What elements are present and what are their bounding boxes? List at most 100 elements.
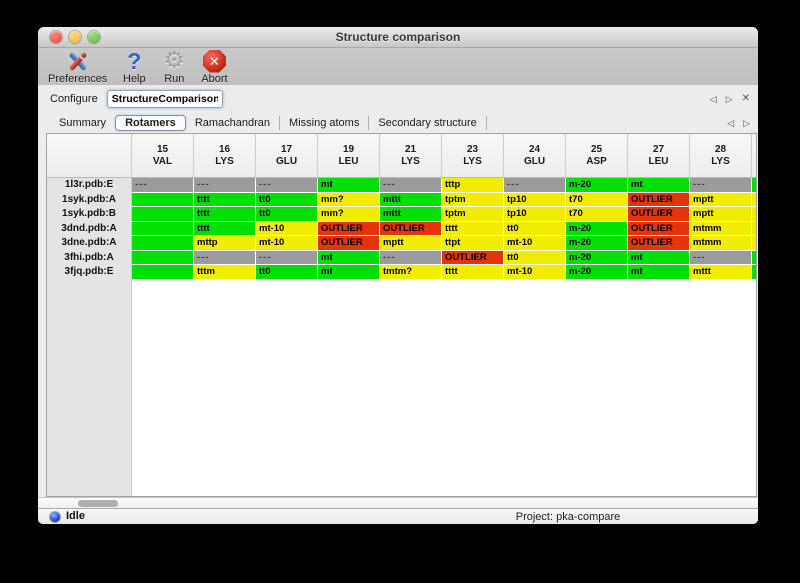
- configure-name-input[interactable]: [106, 89, 223, 108]
- rotamer-cell[interactable]: OUTLIER: [318, 221, 379, 235]
- row-label[interactable]: 3fhi.pdb:A: [47, 250, 131, 264]
- rotamer-cell[interactable]: tp10: [504, 192, 565, 206]
- rotamer-cell[interactable]: mptt: [690, 207, 751, 221]
- rotamer-cell[interactable]: [132, 250, 193, 264]
- rotamer-cell[interactable]: ---: [256, 178, 317, 192]
- rotamer-cell[interactable]: tt0: [256, 207, 317, 221]
- rotamer-cell[interactable]: m-20: [566, 250, 627, 264]
- rotamer-cell[interactable]: mt: [628, 178, 689, 192]
- rotamer-cell[interactable]: m-20: [566, 236, 627, 250]
- clipped-rotamer-cell[interactable]: [752, 265, 756, 279]
- rotamer-cell[interactable]: OUTLIER: [628, 207, 689, 221]
- rotamer-cell[interactable]: [132, 236, 193, 250]
- rotamer-cell[interactable]: tptm: [442, 207, 503, 221]
- horizontal-scrollbar[interactable]: [38, 497, 758, 508]
- rotamer-cell[interactable]: tttt: [442, 265, 503, 279]
- tabs-prev-icon[interactable]: ◁: [727, 117, 735, 128]
- rotamer-cell[interactable]: ---: [380, 178, 441, 192]
- clipped-rotamer-cell[interactable]: [752, 250, 756, 264]
- tab-rotamers[interactable]: Rotamers: [115, 114, 186, 131]
- rotamer-cell[interactable]: m-20: [566, 221, 627, 235]
- rotamer-cell[interactable]: tttt: [194, 207, 255, 221]
- rotamer-cell[interactable]: OUTLIER: [628, 221, 689, 235]
- tabs-next-icon[interactable]: ▷: [743, 117, 750, 128]
- rotamer-cell[interactable]: OUTLIER: [628, 236, 689, 250]
- rotamer-cell[interactable]: tttp: [442, 178, 503, 192]
- rotamer-cell[interactable]: mptt: [380, 236, 441, 250]
- title-bar[interactable]: Structure comparison: [38, 27, 758, 48]
- rotamer-cell[interactable]: tt0: [504, 221, 565, 235]
- rotamer-cell[interactable]: OUTLIER: [628, 192, 689, 206]
- close-window-button[interactable]: [50, 31, 62, 43]
- rotamer-cell[interactable]: mtmm: [690, 236, 751, 250]
- rotamer-cell[interactable]: mt: [318, 178, 379, 192]
- rotamer-cell[interactable]: ttpt: [442, 236, 503, 250]
- rotamer-cell[interactable]: m-20: [566, 265, 627, 279]
- rotamer-cell[interactable]: [132, 265, 193, 279]
- configure-close-icon[interactable]: ✕: [741, 92, 750, 104]
- rotamer-cell[interactable]: m-20: [566, 178, 627, 192]
- rotamer-cell[interactable]: ---: [132, 178, 193, 192]
- configure-prev-icon[interactable]: ◁: [709, 93, 717, 104]
- preferences-button[interactable]: Preferences: [48, 48, 107, 85]
- zoom-window-button[interactable]: [88, 31, 100, 43]
- rotamer-cell[interactable]: mt: [628, 265, 689, 279]
- abort-button[interactable]: ✕ Abort: [201, 48, 228, 85]
- run-button[interactable]: ⚙ Run: [161, 48, 187, 85]
- rotamer-cell[interactable]: ---: [690, 178, 751, 192]
- clipped-rotamer-cell[interactable]: [752, 178, 756, 192]
- rotamer-cell[interactable]: mttt: [690, 265, 751, 279]
- row-label[interactable]: 1syk.pdb:A: [47, 192, 131, 206]
- rotamer-cell[interactable]: ---: [380, 250, 441, 264]
- configure-next-icon[interactable]: ▷: [725, 93, 733, 104]
- clipped-rotamer-cell[interactable]: [752, 236, 756, 250]
- clipped-rotamer-cell[interactable]: [752, 192, 756, 206]
- rotamer-cell[interactable]: mttp: [194, 236, 255, 250]
- rotamer-cell[interactable]: tmtm?: [380, 265, 441, 279]
- rotamer-cell[interactable]: mt-10: [504, 265, 565, 279]
- tab-secondary-structure[interactable]: Secondary structure: [369, 115, 487, 130]
- rotamer-cell[interactable]: mt: [628, 250, 689, 264]
- row-label[interactable]: 1syk.pdb:B: [47, 207, 131, 221]
- rotamer-cell[interactable]: tttt: [194, 221, 255, 235]
- rotamer-cell[interactable]: mt-10: [256, 236, 317, 250]
- rotamer-cell[interactable]: OUTLIER: [318, 236, 379, 250]
- clipped-rotamer-cell[interactable]: [752, 207, 756, 221]
- rotamer-cell[interactable]: mt-10: [504, 236, 565, 250]
- clipped-rotamer-cell[interactable]: [752, 221, 756, 235]
- rotamer-cell[interactable]: mm?: [318, 207, 379, 221]
- rotamer-cell[interactable]: t70: [566, 192, 627, 206]
- scrollbar-thumb[interactable]: [78, 500, 118, 507]
- tab-missing-atoms[interactable]: Missing atoms: [280, 115, 370, 130]
- rotamer-cell[interactable]: tttt: [194, 192, 255, 206]
- help-button[interactable]: ? Help: [121, 48, 147, 85]
- rotamer-cell[interactable]: ---: [256, 250, 317, 264]
- rotamer-cell[interactable]: mttt: [380, 192, 441, 206]
- rotamer-cell[interactable]: OUTLIER: [442, 250, 503, 264]
- rotamer-cell[interactable]: [132, 207, 193, 221]
- rotamer-cell[interactable]: ---: [194, 250, 255, 264]
- rotamer-cell[interactable]: mptt: [690, 192, 751, 206]
- rotamer-cell[interactable]: tttt: [442, 221, 503, 235]
- rotamer-cell[interactable]: mt: [318, 250, 379, 264]
- rotamer-cell[interactable]: tptm: [442, 192, 503, 206]
- rotamer-cell[interactable]: [132, 192, 193, 206]
- row-label[interactable]: 3dne.pdb:A: [47, 236, 131, 250]
- row-label[interactable]: 1l3r.pdb:E: [47, 178, 131, 192]
- rotamer-cell[interactable]: tp10: [504, 207, 565, 221]
- rotamer-cell[interactable]: tttm: [194, 265, 255, 279]
- tab-ramachandran[interactable]: Ramachandran: [186, 115, 281, 130]
- rotamer-cell[interactable]: mt-10: [256, 221, 317, 235]
- minimize-window-button[interactable]: [69, 31, 81, 43]
- rotamer-cell[interactable]: t70: [566, 207, 627, 221]
- row-label[interactable]: 3dnd.pdb:A: [47, 221, 131, 235]
- rotamer-cell[interactable]: tt0: [256, 192, 317, 206]
- rotamer-cell[interactable]: mtmm: [690, 221, 751, 235]
- rotamer-cell[interactable]: OUTLIER: [380, 221, 441, 235]
- rotamer-cell[interactable]: ---: [690, 250, 751, 264]
- rotamer-cell[interactable]: tt0: [256, 265, 317, 279]
- tab-summary[interactable]: Summary: [59, 116, 107, 129]
- rotamer-cell[interactable]: mt: [318, 265, 379, 279]
- rotamer-cell[interactable]: mttt: [380, 207, 441, 221]
- rotamer-cell[interactable]: ---: [194, 178, 255, 192]
